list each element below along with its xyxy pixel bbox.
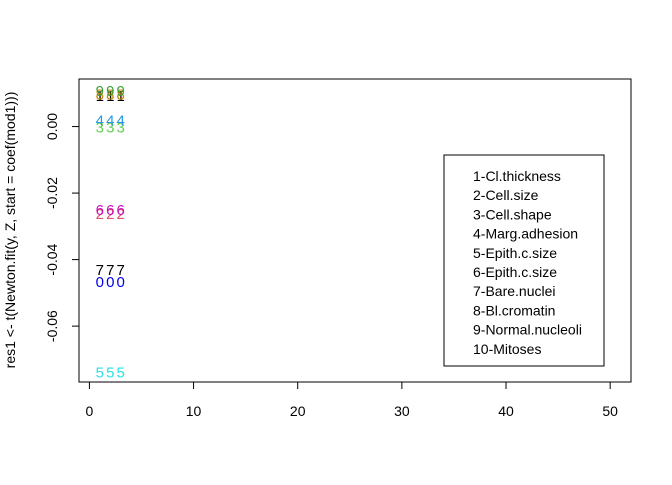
data-point-series-9: 9 xyxy=(106,83,114,100)
data-point-series-2: 2 xyxy=(106,206,114,223)
legend-entry: 8-Bl.cromatin xyxy=(473,302,555,318)
data-point-series-3: 3 xyxy=(106,120,114,137)
legend-entry: 1-Cl.thickness xyxy=(473,168,561,184)
data-point-series-4: 4 xyxy=(96,112,104,129)
x-tick-label: 10 xyxy=(186,403,202,419)
x-tick-label: 50 xyxy=(602,403,618,419)
data-point-series-2: 2 xyxy=(116,206,124,223)
y-tick-label: 0.00 xyxy=(44,113,60,140)
data-points: 1 1 1 2 2 2 3 3 34 4 4 5 5 5 6 6 6 7 7 7 8 8 89 9 9 0 0 0 xyxy=(96,83,125,381)
x-tick-label: 40 xyxy=(498,403,514,419)
data-point-series-5: 5 xyxy=(116,365,124,382)
x-axis: 0 10 20 30 40 50 xyxy=(86,381,618,419)
data-point-series-4: 4 xyxy=(116,112,124,129)
data-point-series-9: 9 xyxy=(116,83,124,100)
data-point-series-8: 8 xyxy=(96,86,104,103)
data-point-series-1: 1 xyxy=(106,88,114,105)
data-point-series-7: 7 xyxy=(96,262,104,279)
y-tick-label: -0.04 xyxy=(44,243,60,275)
legend-items: 1-Cl.thickness 2-Cell.size 3-Cell.shape 4-M… xyxy=(473,168,582,357)
data-point-series-9: 9 xyxy=(96,83,104,100)
legend-entry: 7-Bare.nuclei xyxy=(473,283,556,299)
data-point-series-6: 6 xyxy=(106,202,114,219)
y-axis: 0.00 -0.02 -0.04 -0.06 xyxy=(44,113,80,342)
data-point-series-10: 0 xyxy=(116,274,124,291)
legend-entry: 6-Epith.c.size xyxy=(473,264,557,280)
data-point-series-7: 7 xyxy=(106,262,114,279)
data-point-series-10: 0 xyxy=(106,274,114,291)
data-point-series-3: 3 xyxy=(96,120,104,137)
data-point-series-2: 2 xyxy=(96,206,104,223)
y-axis-label: res1 <- t(Newton.fit(y, Z, start = coef(… xyxy=(2,92,18,369)
y-tick-label: -0.06 xyxy=(44,310,60,342)
data-point-series-5: 5 xyxy=(106,365,114,382)
data-point-series-3: 3 xyxy=(116,120,124,137)
legend-entry: 4-Marg.adhesion xyxy=(473,226,578,242)
data-point-series-6: 6 xyxy=(116,202,124,219)
data-point-series-4: 4 xyxy=(106,112,114,129)
legend-entry: 9-Normal.nucleoli xyxy=(473,322,582,338)
legend-entry: 2-Cell.size xyxy=(473,187,539,203)
legend: 1-Cl.thickness 2-Cell.size 3-Cell.shape 4-M… xyxy=(443,154,605,367)
data-point-series-10: 0 xyxy=(96,274,104,291)
x-tick-label: 30 xyxy=(394,403,410,419)
data-point-series-5: 5 xyxy=(96,365,104,382)
data-point-series-6: 6 xyxy=(96,202,104,219)
data-point-series-8: 8 xyxy=(106,86,114,103)
legend-box xyxy=(443,154,605,367)
data-point-series-1: 1 xyxy=(96,88,104,105)
data-point-series-7: 7 xyxy=(116,262,124,279)
legend-entry: 5-Epith.c.size xyxy=(473,245,557,261)
data-point-series-1: 1 xyxy=(116,88,124,105)
legend-entry: 10-Mitoses xyxy=(473,341,541,357)
legend-entry: 3-Cell.shape xyxy=(473,206,552,222)
x-tick-label: 20 xyxy=(290,403,306,419)
x-tick-label: 0 xyxy=(86,403,94,419)
y-tick-label: -0.02 xyxy=(44,177,60,209)
data-point-series-8: 8 xyxy=(116,86,124,103)
